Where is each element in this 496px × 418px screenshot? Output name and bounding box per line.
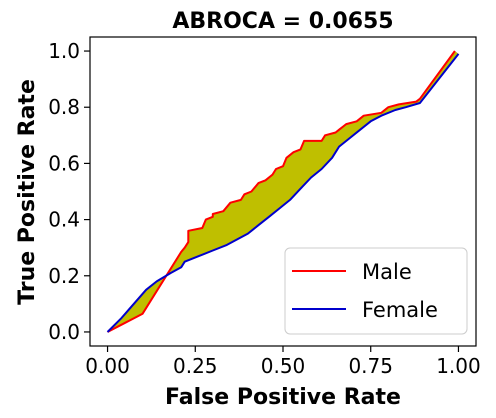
- chart-title: ABROCA = 0.0655: [172, 9, 393, 34]
- y-tick-label: 0.4: [48, 208, 80, 232]
- series-line-female: [106, 53, 460, 333]
- x-axis-ticks: 0.00 0.25 0.50 0.75 1.00: [85, 346, 481, 378]
- y-tick-label: 0.6: [48, 151, 80, 175]
- x-tick-label: 0.50: [261, 354, 306, 378]
- y-tick-label: 1.0: [48, 39, 80, 63]
- x-tick-label: 0.25: [173, 354, 218, 378]
- legend-label-male: Male: [362, 260, 412, 284]
- legend-box: [284, 247, 468, 335]
- y-axis-title: True Positive Rate: [15, 79, 40, 305]
- series-lines: [106, 50, 460, 333]
- x-axis-title: False Positive Rate: [165, 385, 401, 410]
- legend-label-female: Female: [362, 298, 438, 322]
- y-tick-label: 0.8: [48, 95, 80, 119]
- y-axis-ticks: 0.0 0.2 0.4 0.6 0.8 1.0: [48, 39, 90, 344]
- series-line-male: [107, 50, 456, 333]
- legend: Male Female: [284, 247, 468, 335]
- y-tick-label: 0.0: [48, 320, 80, 344]
- x-tick-label: 1.00: [436, 354, 481, 378]
- x-tick-label: 0.75: [348, 354, 393, 378]
- x-tick-label: 0.00: [85, 354, 130, 378]
- y-tick-label: 0.2: [48, 264, 80, 288]
